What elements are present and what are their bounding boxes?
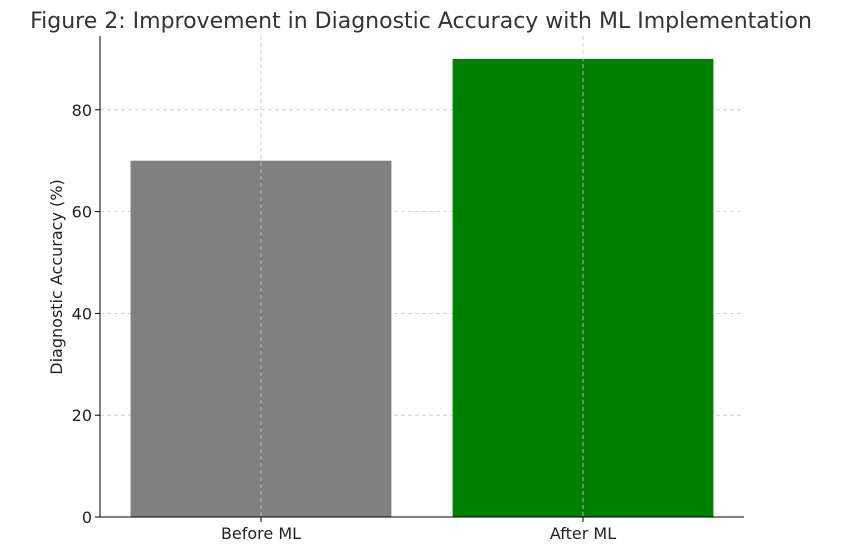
- vertical-grid-layer: [260, 36, 584, 517]
- y-tick-label: 0: [82, 508, 92, 527]
- y-tick-label: 20: [72, 406, 92, 425]
- x-tick-label: After ML: [550, 524, 616, 543]
- y-tick-label: 60: [72, 203, 92, 222]
- x-tick-label: Before ML: [221, 524, 301, 543]
- y-tick-label: 40: [72, 304, 92, 323]
- y-tick-label: 80: [72, 101, 92, 120]
- axis-layer: [99, 36, 744, 518]
- y-tick-layer: 0 20 40 60 80: [72, 101, 100, 527]
- chart-title: Figure 2: Improvement in Diagnostic Accu…: [30, 9, 812, 34]
- y-axis-label: Diagnostic Accuracy (%): [47, 179, 66, 374]
- bar-layer: [130, 58, 714, 518]
- x-tick-layer: Before ML After ML: [221, 517, 616, 543]
